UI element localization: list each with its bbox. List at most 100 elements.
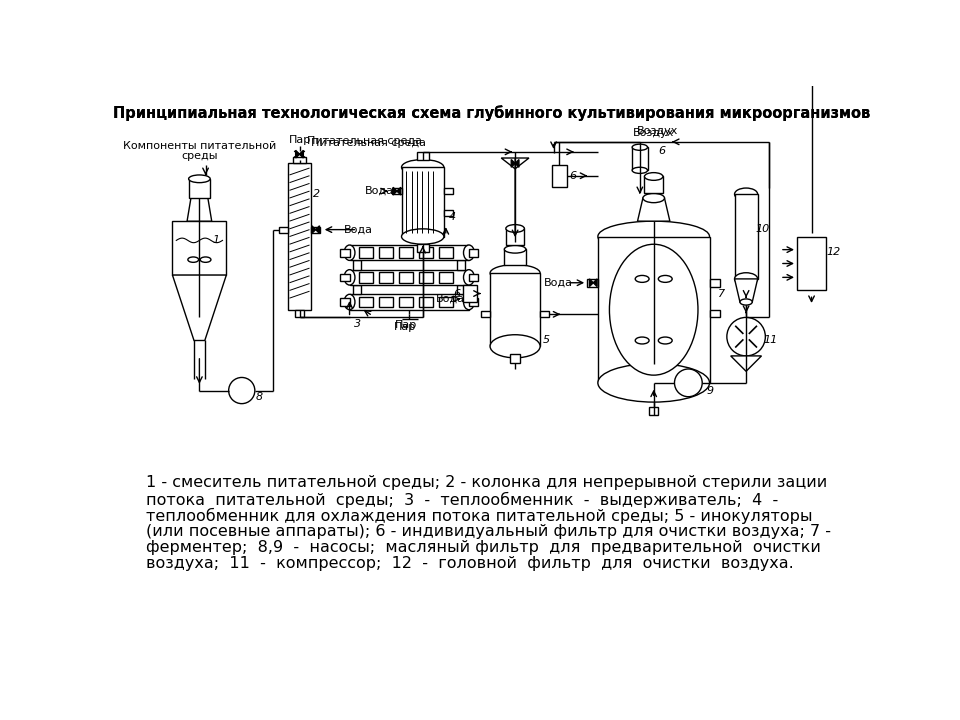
Bar: [649, 408, 659, 415]
Polygon shape: [312, 226, 316, 233]
Bar: [188, 179, 210, 198]
Text: Питательная среда: Питательная среда: [311, 138, 426, 148]
Bar: [598, 237, 709, 383]
Bar: [468, 274, 478, 282]
Text: 1 - смеситель питательной среды; 2 - колонка для непрерывной стерили зации: 1 - смеситель питательной среды; 2 - кол…: [146, 475, 827, 490]
Bar: [379, 297, 393, 307]
Ellipse shape: [734, 188, 757, 200]
Text: Принципиальная технологическая схема глубинного культивирования микроорганизмов: Принципиальная технологическая схема глу…: [113, 106, 871, 121]
Polygon shape: [731, 356, 761, 372]
Bar: [504, 249, 526, 265]
Polygon shape: [589, 279, 593, 287]
Bar: [340, 298, 349, 306]
Ellipse shape: [401, 160, 444, 175]
Bar: [359, 272, 372, 283]
Polygon shape: [593, 279, 597, 287]
Ellipse shape: [659, 337, 672, 344]
Ellipse shape: [659, 276, 672, 282]
Ellipse shape: [598, 221, 709, 252]
Bar: [417, 152, 429, 160]
Text: 4: 4: [448, 212, 456, 222]
Polygon shape: [300, 150, 303, 158]
Bar: [173, 221, 227, 275]
Text: 3: 3: [353, 318, 361, 328]
Ellipse shape: [464, 245, 474, 261]
Text: Воздух: Воздух: [636, 126, 678, 136]
Bar: [349, 270, 468, 285]
Circle shape: [727, 318, 765, 356]
Bar: [353, 285, 361, 294]
Ellipse shape: [610, 244, 698, 375]
Polygon shape: [501, 158, 529, 168]
Text: 6: 6: [569, 171, 577, 181]
Text: 1: 1: [213, 235, 220, 246]
Bar: [349, 294, 468, 310]
Bar: [340, 249, 349, 256]
Bar: [439, 248, 453, 258]
Bar: [419, 272, 433, 283]
Bar: [417, 244, 429, 252]
Bar: [398, 297, 413, 307]
Ellipse shape: [643, 194, 664, 202]
Ellipse shape: [598, 364, 709, 402]
Bar: [463, 285, 477, 302]
Bar: [398, 272, 413, 283]
Text: Вода: Вода: [544, 278, 573, 288]
Bar: [506, 228, 524, 246]
Bar: [444, 210, 453, 216]
Bar: [468, 298, 478, 306]
Ellipse shape: [490, 265, 540, 282]
Bar: [632, 147, 648, 171]
Ellipse shape: [464, 294, 474, 310]
Polygon shape: [637, 198, 670, 221]
Text: Вода: Вода: [344, 225, 373, 235]
Ellipse shape: [344, 245, 355, 261]
Bar: [511, 354, 519, 363]
Polygon shape: [187, 198, 212, 221]
Text: 11: 11: [763, 336, 778, 346]
Bar: [457, 285, 465, 294]
Bar: [293, 157, 306, 163]
Ellipse shape: [636, 276, 649, 282]
Ellipse shape: [344, 294, 355, 310]
Ellipse shape: [344, 270, 355, 285]
Text: теплообменник для охлаждения потока питательной среды; 5 - инокуляторы: теплообменник для охлаждения потока пита…: [146, 508, 812, 523]
Text: Пар: Пар: [396, 320, 418, 330]
Text: 8: 8: [255, 392, 262, 402]
Bar: [797, 237, 827, 290]
Polygon shape: [512, 160, 516, 167]
Bar: [444, 188, 453, 194]
Ellipse shape: [740, 299, 753, 305]
Ellipse shape: [401, 229, 444, 244]
Circle shape: [228, 377, 254, 404]
Bar: [644, 176, 663, 194]
Bar: [419, 248, 433, 258]
Bar: [379, 272, 393, 283]
Bar: [340, 274, 349, 282]
Circle shape: [675, 369, 702, 397]
Bar: [288, 163, 311, 310]
Text: Пар: Пар: [288, 135, 311, 145]
Text: Воздух: Воздух: [633, 127, 674, 138]
Ellipse shape: [464, 270, 474, 285]
Text: Принципиальная технологическая схема глубинного культивирования микроорганизмов: Принципиальная технологическая схема глу…: [113, 106, 871, 121]
Polygon shape: [316, 226, 320, 233]
Bar: [457, 261, 465, 270]
Ellipse shape: [636, 337, 649, 344]
Text: 10: 10: [756, 224, 770, 234]
Bar: [468, 249, 478, 256]
Ellipse shape: [504, 246, 526, 253]
Bar: [709, 310, 720, 318]
Bar: [359, 248, 372, 258]
Bar: [552, 165, 567, 186]
Bar: [540, 311, 549, 318]
Text: 6: 6: [453, 289, 461, 299]
Bar: [709, 279, 720, 287]
Text: потока  питательной  среды;  3  -  теплообменник  -  выдерживатель;  4  -: потока питательной среды; 3 - теплообмен…: [146, 492, 778, 508]
Text: 12: 12: [826, 247, 840, 257]
Ellipse shape: [632, 167, 648, 174]
Bar: [490, 273, 540, 346]
Ellipse shape: [734, 273, 757, 285]
Text: (или посевные аппараты); 6 - индивидуальный фильтр для очистки воздуха; 7 -: (или посевные аппараты); 6 - индивидуаль…: [146, 523, 830, 539]
Bar: [419, 297, 433, 307]
